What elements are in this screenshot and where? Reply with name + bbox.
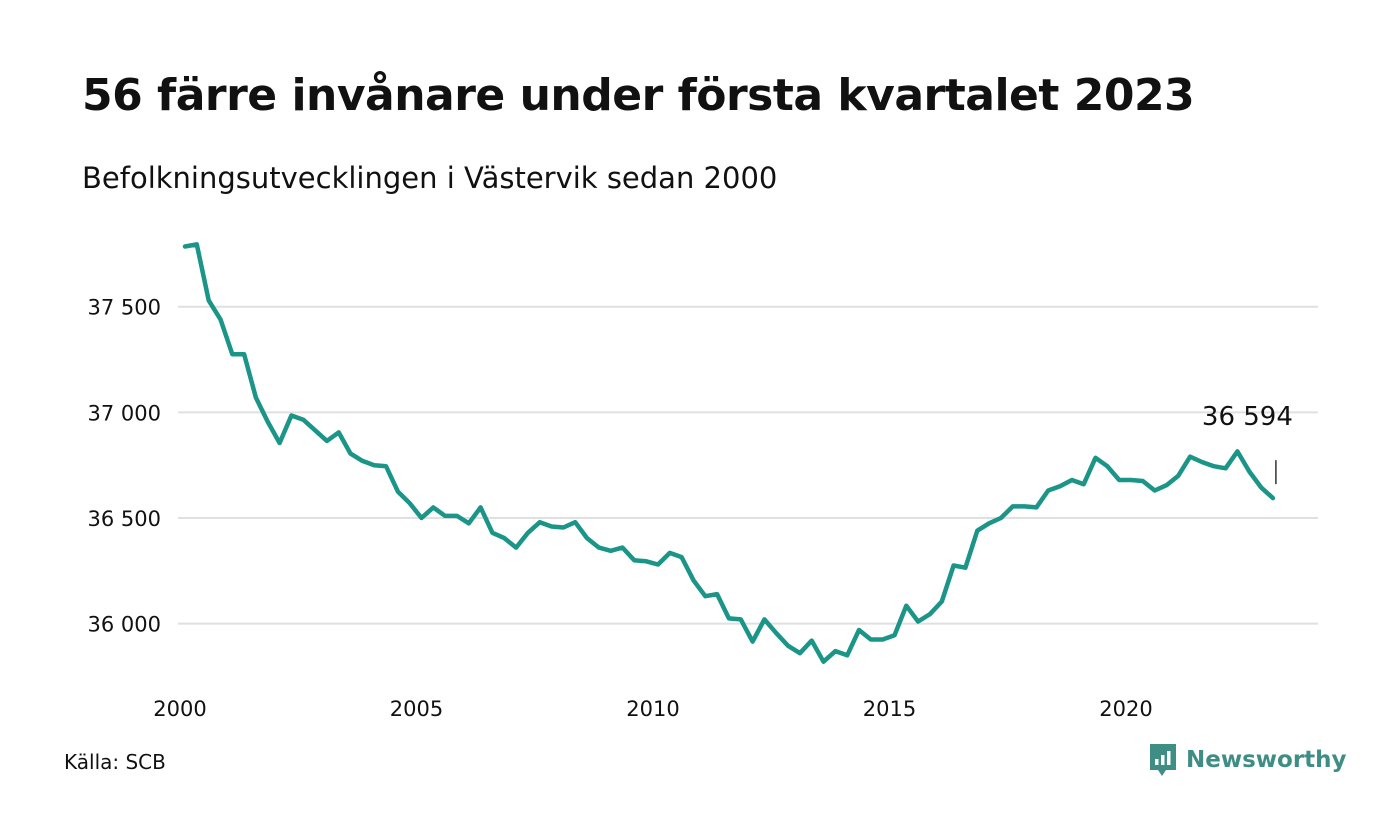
x-tick-label: 2020 (1099, 697, 1152, 721)
x-tick-label: 2005 (390, 697, 443, 721)
x-tick-label: 2010 (626, 697, 679, 721)
newsworthy-logo-icon (1150, 744, 1176, 776)
chart-title: 56 färre invånare under första kvartalet… (82, 70, 1195, 121)
chart-subtitle: Befolkningsutvecklingen i Västervik seda… (82, 161, 778, 195)
annotation-label: 36 594 (1202, 402, 1293, 432)
y-tick-label: 37 500 (88, 296, 161, 320)
brand-logo: Newsworthy (1148, 742, 1347, 778)
source-note: Källa: SCB (64, 750, 166, 774)
y-tick-label: 36 500 (88, 507, 161, 531)
y-tick-label: 37 000 (88, 401, 161, 425)
line-chart: 36 000 36 500 37 000 37 500 2000 2005 2010 2015… (88, 242, 1318, 721)
brand-name: Newsworthy (1186, 747, 1347, 773)
series-line (182, 242, 1276, 664)
x-tick-label: 2015 (863, 697, 916, 721)
y-tick-label: 36 000 (88, 613, 161, 637)
x-tick-label: 2000 (153, 697, 206, 721)
